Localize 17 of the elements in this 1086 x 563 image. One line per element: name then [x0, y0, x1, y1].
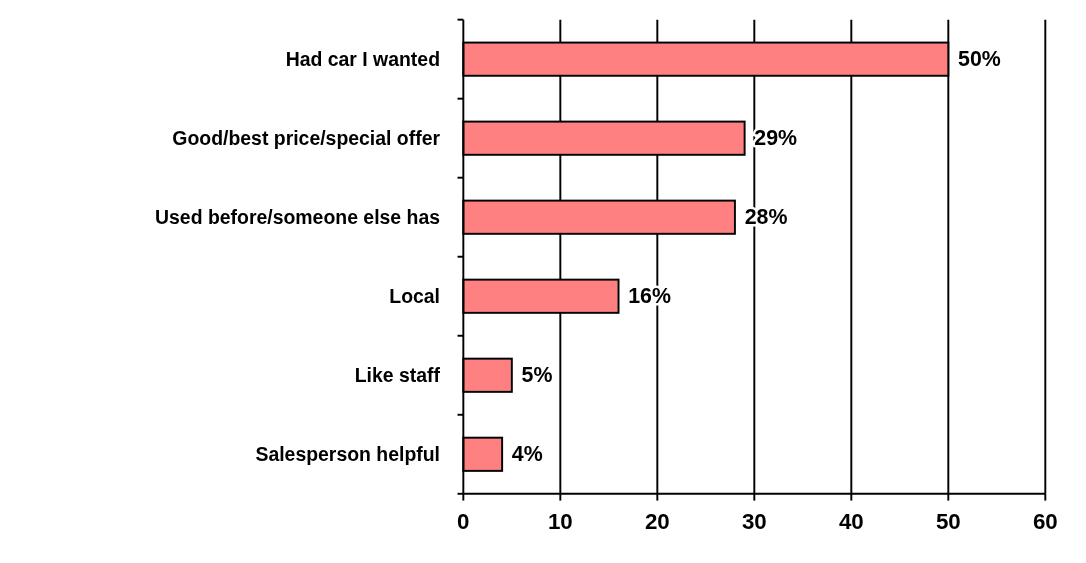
x-tick-label: 10 — [547, 508, 573, 534]
y-tick-label: Good/best price/special offer — [172, 127, 441, 150]
y-tick-label: Local — [389, 285, 441, 308]
y-tick-label: Salesperson helpful — [255, 443, 441, 466]
x-tick-label: 20 — [644, 508, 670, 534]
data-label: 29% — [754, 126, 798, 151]
x-tick-label: 0 — [457, 508, 470, 534]
x-tick-label: 30 — [741, 508, 767, 534]
y-tick-label: Used before/someone else has — [155, 206, 441, 229]
x-tick-label: 60 — [1032, 508, 1058, 534]
x-tick-label: 40 — [838, 508, 864, 534]
x-tick-label: 50 — [935, 508, 961, 534]
data-label: 5% — [521, 363, 553, 388]
data-label: 4% — [511, 442, 543, 467]
y-tick-label: Like staff — [354, 364, 441, 387]
y-tick-label: Had car I wanted — [285, 48, 441, 71]
data-label: 50% — [958, 47, 1001, 72]
